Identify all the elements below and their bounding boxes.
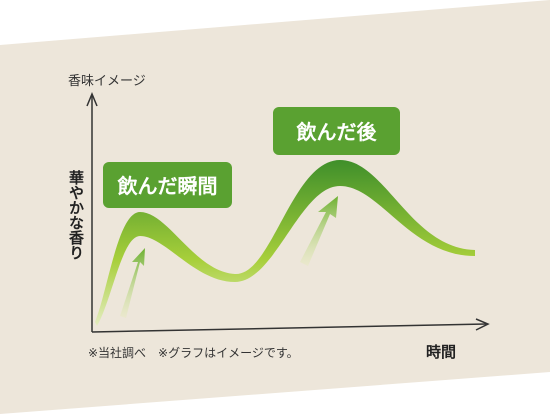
curve [95, 160, 475, 326]
y-axis-label: 華やかな香り [67, 169, 85, 260]
label: 飲んだ瞬間 [117, 174, 218, 198]
axes [86, 92, 490, 333]
arrow [120, 248, 145, 318]
note: ※当社調べ ※グラフはイメージです。 [88, 345, 299, 360]
title: 香味イメージ [68, 74, 146, 89]
label-box [273, 107, 400, 155]
x-axis-label: 時間 [426, 343, 456, 361]
label-box [103, 162, 232, 208]
arrow [300, 196, 338, 266]
label: 飲んだ後 [296, 120, 378, 144]
